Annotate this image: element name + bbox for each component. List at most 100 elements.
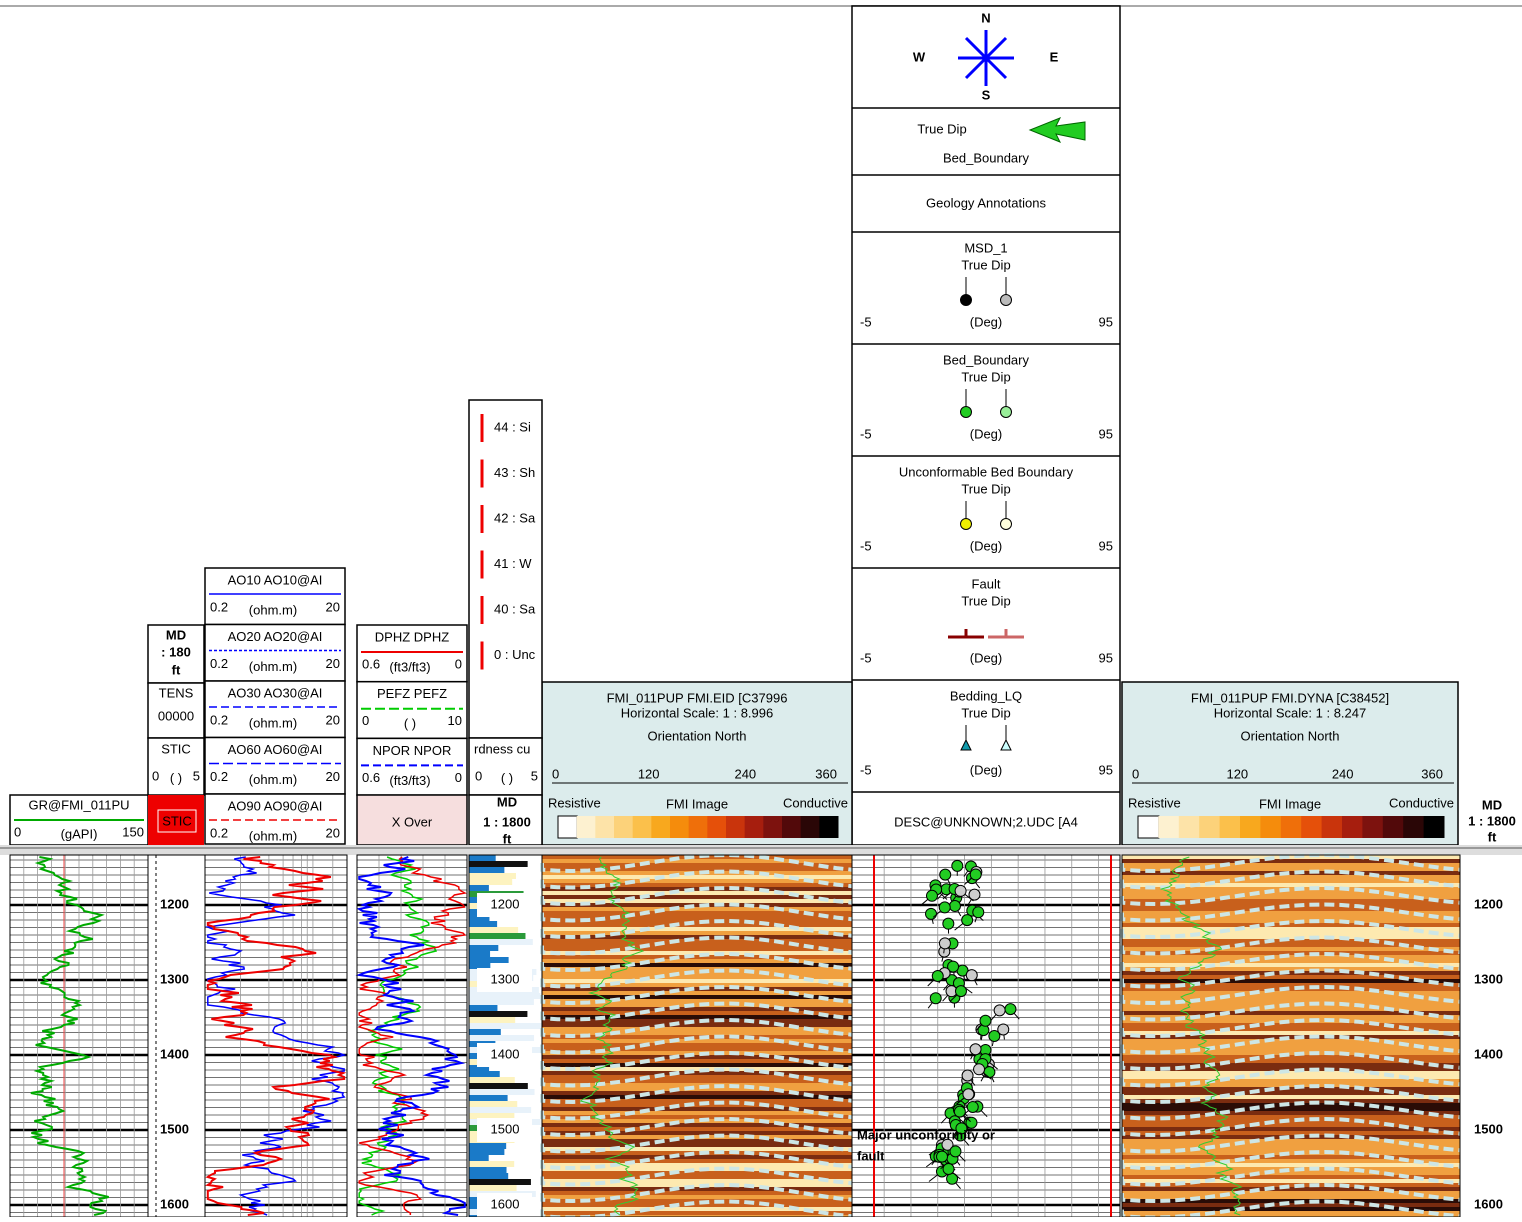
image-band xyxy=(542,1187,852,1191)
dip-tadpole xyxy=(926,890,937,901)
image-band xyxy=(1122,1127,1460,1131)
dip-tadpole xyxy=(932,971,943,982)
dip-tadpole xyxy=(1005,1004,1016,1015)
label: Bed_Boundary xyxy=(943,150,1030,165)
image-band xyxy=(1122,863,1460,867)
dip-tadpole xyxy=(926,908,937,919)
dip-tadpole xyxy=(967,1101,978,1112)
log-curve xyxy=(359,857,436,1215)
label: 20 xyxy=(326,769,340,784)
color-swatch xyxy=(1424,816,1445,838)
label: 42 : Sa xyxy=(494,510,536,525)
dip-tadpole xyxy=(980,1015,991,1026)
label: 360 xyxy=(1421,766,1443,781)
label: DPHZ DPHZ xyxy=(375,629,449,644)
color-swatch xyxy=(1281,816,1302,838)
label: 0 xyxy=(1132,766,1139,781)
image-band xyxy=(1122,967,1460,971)
label: TENS xyxy=(159,685,194,700)
color-swatch xyxy=(633,816,652,838)
image-band xyxy=(1122,1099,1460,1103)
label: MD xyxy=(1482,797,1502,812)
label: (Deg) xyxy=(970,426,1003,441)
label: 1400 xyxy=(160,1046,189,1061)
lith-bed xyxy=(469,1089,535,1095)
label: 0 xyxy=(455,656,462,671)
label: Unconformable Bed Boundary xyxy=(899,464,1074,479)
lith-bed xyxy=(469,885,489,891)
dip-tadpole xyxy=(966,970,977,981)
label: 1300 xyxy=(160,971,189,986)
image-band xyxy=(1122,1043,1460,1047)
image-band xyxy=(1122,1091,1460,1095)
label: -5 xyxy=(860,538,872,553)
lith-bed xyxy=(469,1161,514,1167)
image-band xyxy=(1122,923,1460,927)
label: 20 xyxy=(326,825,340,840)
dip-tadpole xyxy=(939,902,950,913)
image-band xyxy=(1122,1103,1460,1107)
image-band xyxy=(1122,1183,1460,1187)
label: ( ) xyxy=(501,770,513,785)
label: 5 xyxy=(531,768,538,783)
label: -5 xyxy=(860,650,872,665)
image-band xyxy=(542,1155,852,1159)
lith-bed xyxy=(469,939,533,945)
label: ft xyxy=(172,662,181,677)
label: AO10 AO10@AI xyxy=(228,572,323,587)
label: STIC xyxy=(161,741,191,756)
label: (ohm.m) xyxy=(249,602,297,617)
label: 0 xyxy=(552,766,559,781)
dip-tadpole xyxy=(974,1064,985,1075)
image-band xyxy=(1122,955,1460,959)
label: 95 xyxy=(1099,650,1113,665)
label: AO30 AO30@AI xyxy=(228,685,323,700)
image-band xyxy=(542,1171,852,1175)
label: True Dip xyxy=(961,481,1010,496)
color-swatch xyxy=(1301,816,1322,838)
label: 1200 xyxy=(160,896,189,911)
label: Bedding_LQ xyxy=(950,688,1022,703)
label: -5 xyxy=(860,762,872,777)
image-band xyxy=(1122,995,1460,999)
image-band xyxy=(542,1055,852,1059)
image-band xyxy=(1122,887,1460,891)
image-band xyxy=(1122,1207,1460,1211)
image-band xyxy=(542,955,852,959)
label: 44 : Si xyxy=(494,419,531,434)
dip-symbol xyxy=(961,295,972,306)
label: MD xyxy=(497,794,517,809)
label: S xyxy=(982,87,991,102)
label: 1300 xyxy=(491,971,520,986)
label: 360 xyxy=(815,766,837,781)
label: 10 xyxy=(448,713,462,728)
image-band xyxy=(1122,915,1460,919)
image-band xyxy=(1122,951,1460,955)
label: (Deg) xyxy=(970,314,1003,329)
image-band xyxy=(542,931,852,935)
label: GR@FMI_011PU xyxy=(28,797,129,812)
color-swatch xyxy=(726,816,745,838)
color-swatch xyxy=(1179,816,1200,838)
label: ft xyxy=(503,831,512,846)
label: 1600 xyxy=(1474,1196,1503,1211)
lith-bed xyxy=(469,1029,501,1035)
label: 41 : W xyxy=(494,556,532,571)
label: 1600 xyxy=(491,1196,520,1211)
label: 1500 xyxy=(1474,1121,1503,1136)
label: 120 xyxy=(1226,766,1248,781)
dip-symbol xyxy=(1001,519,1012,530)
label: Conductive xyxy=(1389,795,1454,810)
image-band xyxy=(1122,1011,1460,1015)
color-swatch xyxy=(670,816,689,838)
image-band xyxy=(1122,1211,1460,1215)
image-band xyxy=(1122,883,1460,887)
color-swatch xyxy=(745,816,764,838)
color-swatch xyxy=(689,816,708,838)
image-band xyxy=(1122,979,1460,983)
label: (ft3/ft3) xyxy=(389,659,430,674)
color-swatch xyxy=(782,816,801,838)
image-band xyxy=(1122,987,1460,991)
image-band xyxy=(1122,1003,1460,1007)
color-swatch xyxy=(1342,816,1363,838)
